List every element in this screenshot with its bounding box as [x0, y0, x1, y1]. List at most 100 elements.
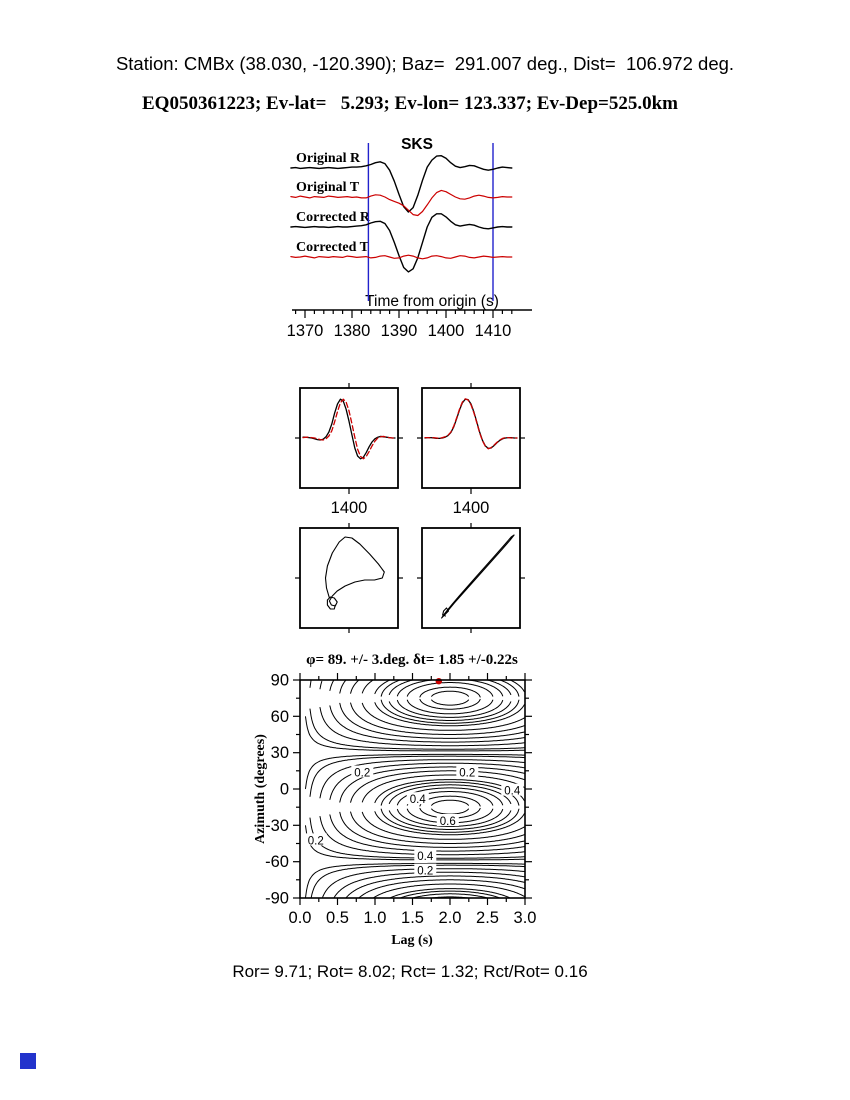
seismogram-trace — [290, 189, 513, 217]
contour-line — [350, 680, 360, 694]
contour-line — [388, 784, 512, 804]
azimuth-tick-label: 30 — [271, 744, 289, 762]
pulse-trace-slow — [424, 398, 518, 450]
contour-line — [419, 795, 481, 807]
corner-marker — [20, 1053, 36, 1069]
contour-line — [396, 808, 504, 827]
contour-line — [380, 699, 520, 724]
box-frame — [299, 527, 399, 629]
lag-tick-label: 1.0 — [364, 909, 387, 927]
contour-label-bg — [456, 765, 479, 778]
contour-line — [339, 680, 347, 694]
azimuth-tick-label: -90 — [265, 890, 289, 908]
phase-label: SKS — [401, 136, 433, 153]
time-tick-label: 1380 — [334, 322, 371, 340]
contour-label-bg — [414, 863, 437, 876]
contour-line — [419, 686, 481, 698]
contour-line — [388, 810, 512, 830]
contour-label-bg — [351, 765, 374, 778]
time-tick-label: 1410 — [475, 322, 512, 340]
contour-line — [305, 753, 525, 790]
contour-line — [410, 893, 490, 898]
contour-line — [309, 755, 525, 797]
contour-label: 0.2 — [459, 768, 475, 780]
contour-label: 0.2 — [354, 768, 370, 780]
contour-line — [329, 680, 334, 691]
contour-line — [345, 875, 525, 898]
box-frame — [299, 387, 399, 489]
pulse-box — [295, 383, 403, 494]
time-axis-title: Time from origin (s) — [365, 293, 499, 310]
contour-line — [361, 774, 525, 803]
contour-line — [305, 716, 525, 752]
box-frame — [421, 387, 521, 489]
time-tick-label: 1390 — [381, 322, 418, 340]
contour-line — [398, 890, 502, 898]
particle-motion-path-original — [324, 536, 385, 610]
contour-label: 0.4 — [504, 786, 521, 798]
pulse-and-particle-motion-figure: 1400 1400 — [295, 383, 525, 633]
waveform-figure: SKS Original R Original T Corrected R Co… — [287, 136, 532, 340]
contour-label-bg — [304, 833, 327, 846]
contour-line — [305, 862, 525, 898]
contour-line — [319, 707, 525, 747]
contour-label-bg — [501, 783, 524, 796]
lag-tick-label: 3.0 — [514, 909, 537, 927]
contour-line — [431, 799, 469, 806]
contour-line — [309, 708, 525, 750]
contour-label-bg — [414, 849, 437, 862]
particle-motion-path-corrected — [441, 534, 515, 619]
pulse-trace-slow — [302, 398, 396, 460]
contour-line — [358, 879, 525, 898]
contour-lines — [305, 680, 525, 898]
event-header: EQ050361223; Ev-lat= 5.293; Ev-lon= 123.… — [142, 93, 678, 114]
trace-label-corrected-r: Corrected R — [296, 210, 371, 225]
azimuth-tick-label: -60 — [265, 853, 289, 871]
contour-line — [431, 699, 469, 706]
trace-label-original-r: Original R — [296, 151, 361, 166]
contour-line — [406, 699, 494, 715]
azimuth-tick-label: 0 — [280, 781, 289, 799]
result-stats-line: Ror= 9.71; Rot= 8.02; Rct= 1.32; Rct/Rot… — [232, 962, 588, 981]
contour-line — [388, 701, 512, 721]
particle-motion-box — [417, 523, 525, 633]
contour-line — [374, 702, 525, 727]
lag-tick-label: 2.0 — [439, 909, 462, 927]
lag-axis-title: Lag (s) — [391, 933, 433, 948]
pulse-box2-tick-label: 1400 — [453, 499, 490, 517]
time-tick-label: 1400 — [428, 322, 465, 340]
contour-line — [372, 883, 525, 898]
contour-line — [339, 811, 525, 848]
lag-tick-label: 2.5 — [476, 909, 499, 927]
contour-line — [374, 811, 525, 836]
time-tick-label: 1370 — [287, 322, 324, 340]
contour-label-bg — [406, 792, 429, 805]
contour-label: 0.4 — [417, 851, 434, 863]
lag-tick-label: 0.5 — [326, 909, 349, 927]
contour-line — [309, 680, 312, 688]
energy-map-figure: φ= 89. +/- 3.deg. δt= 1.85 +/-0.22s Lag … — [253, 652, 537, 948]
azimuth-tick-label: 60 — [271, 708, 289, 726]
seismogram-trace — [290, 155, 513, 213]
contour-line — [361, 680, 375, 694]
contour-line — [431, 808, 469, 815]
lag-tick-label: 1.5 — [401, 909, 424, 927]
particle-motion-box — [295, 523, 403, 633]
contour-line — [431, 690, 469, 697]
seismogram-trace — [290, 254, 513, 260]
contour-line — [350, 811, 525, 844]
contour-label: 0.2 — [308, 835, 324, 847]
contour-label: 0.6 — [440, 816, 456, 828]
pulse-trace-fast — [302, 398, 396, 460]
lag-tick-label: 0.0 — [289, 909, 312, 927]
contour-line — [380, 808, 520, 833]
contour-label: 0.2 — [417, 866, 433, 878]
contour-line — [380, 680, 402, 697]
contour-line — [374, 779, 525, 804]
trace-label-corrected-t: Corrected T — [296, 240, 370, 255]
contour-label: 0.4 — [410, 794, 427, 806]
contour-line — [361, 811, 525, 840]
pulse-box — [417, 383, 525, 494]
contour-line — [380, 781, 520, 806]
azimuth-tick-label: 90 — [271, 672, 289, 690]
